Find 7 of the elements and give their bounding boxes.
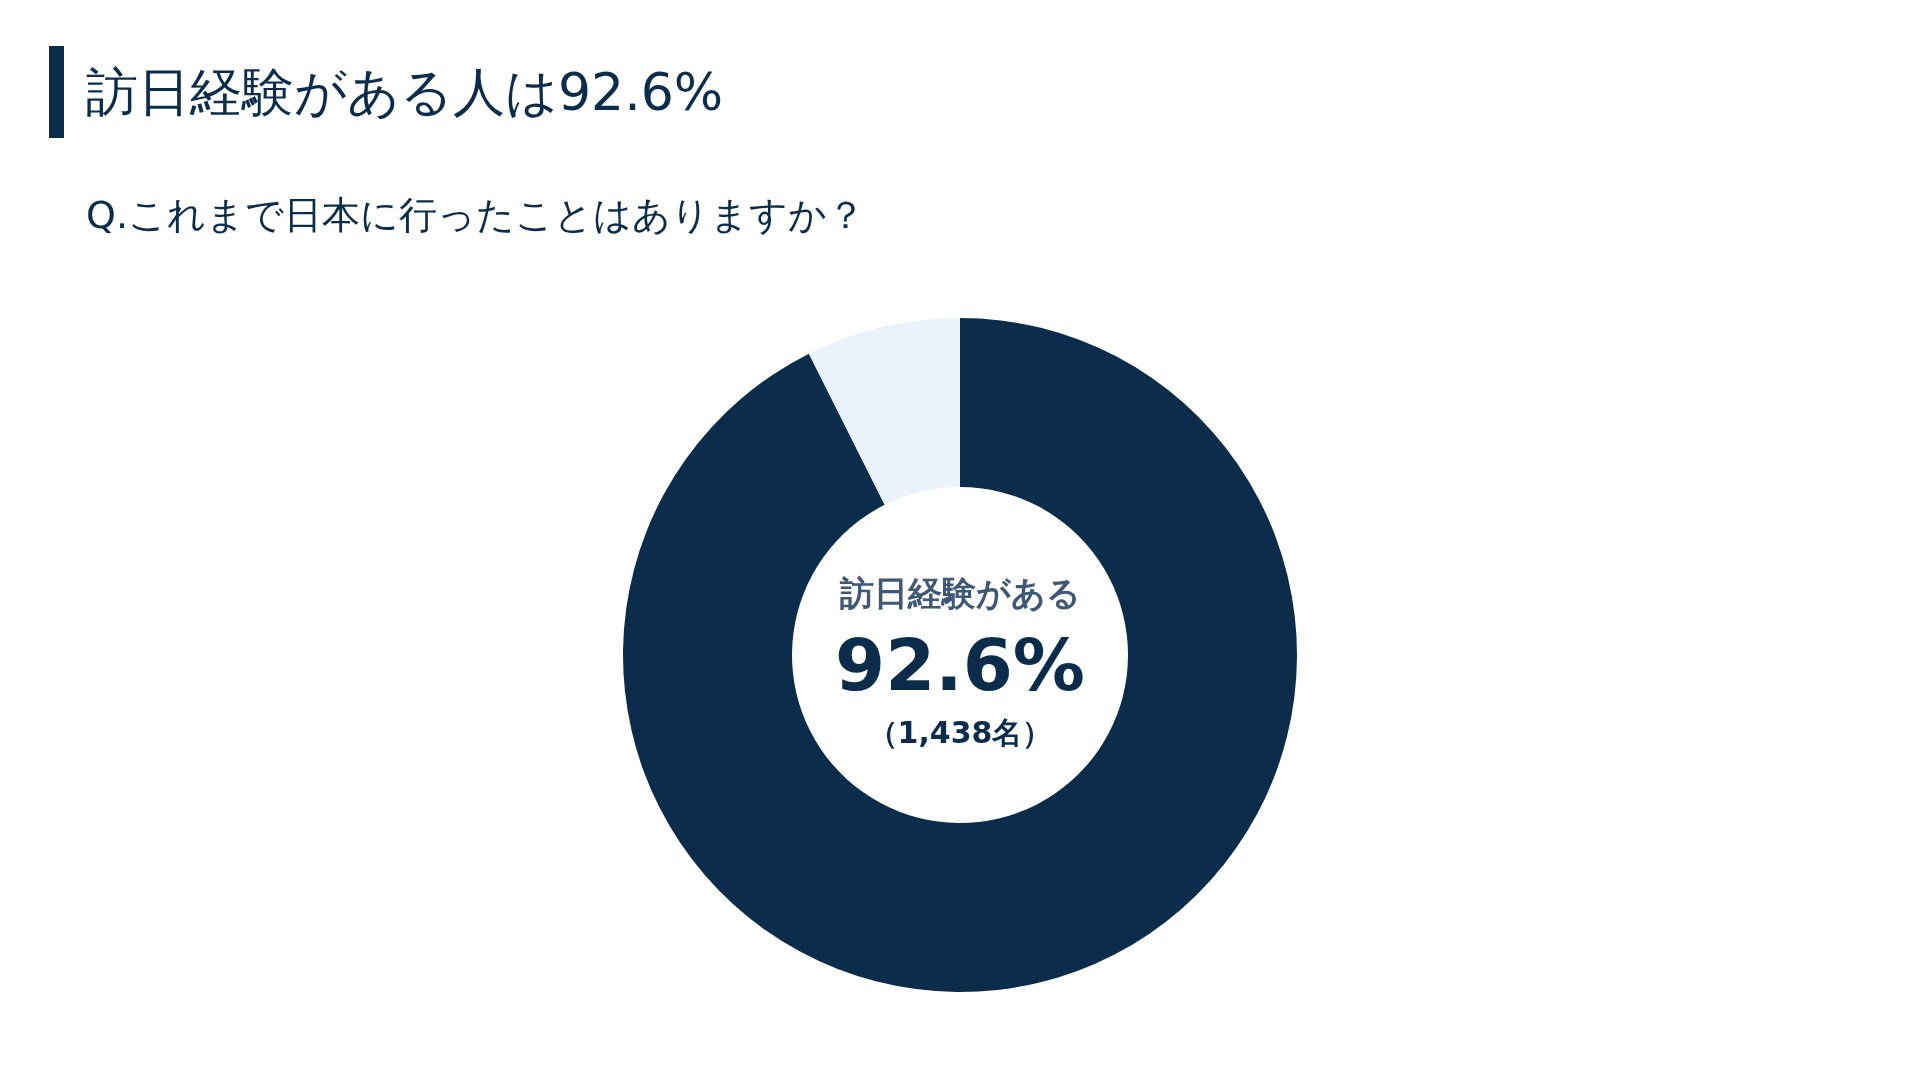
- chart-title: 訪日経験がある人は92.6%: [86, 62, 724, 122]
- chart-subtitle: Q.これまで日本に行ったことはありますか？: [86, 193, 865, 237]
- donut-slice: [623, 318, 1297, 992]
- data-label: 92.6%: [835, 623, 1085, 707]
- donut-slice: [808, 318, 960, 505]
- text: （1,438名）: [867, 715, 1053, 750]
- slice-label: 訪日経験がある: [838, 573, 1081, 613]
